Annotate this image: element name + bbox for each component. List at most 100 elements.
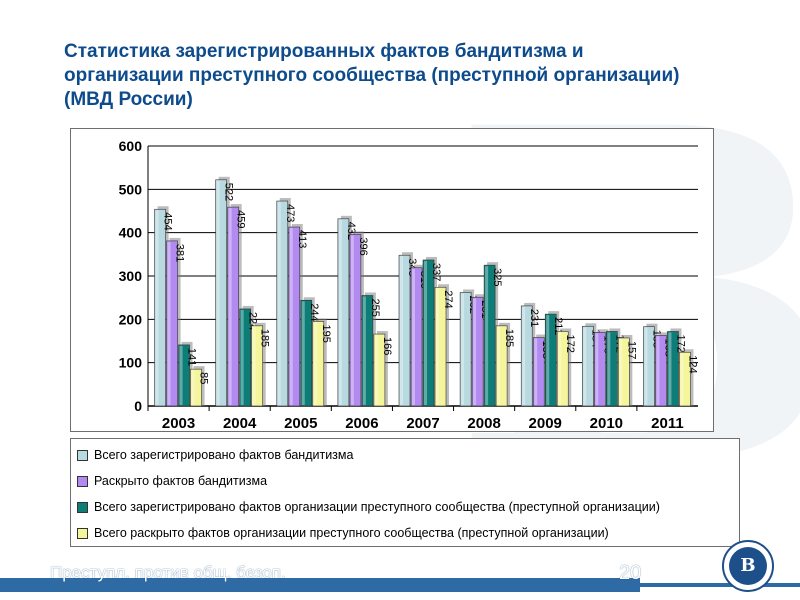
bar <box>215 179 227 407</box>
legend-item: Всего зарегистрировано фактов бандитизма <box>77 445 353 465</box>
bar-highlight <box>534 338 538 405</box>
bar <box>154 208 166 407</box>
x-tick-label: 2005 <box>284 415 317 430</box>
data-label: 185 <box>259 329 271 347</box>
bar-highlight <box>583 327 587 405</box>
bar <box>679 351 691 407</box>
bar <box>544 313 557 407</box>
y-tick-label: 100 <box>119 355 143 371</box>
bar <box>166 240 178 407</box>
logo-glyph: В <box>740 555 756 576</box>
bar-highlight <box>338 219 342 405</box>
y-tick-label: 400 <box>119 225 143 241</box>
bar-highlight <box>644 327 648 405</box>
y-tick-label: 300 <box>119 268 143 284</box>
legend-label: Всего раскрыто фактов организации престу… <box>94 526 609 540</box>
data-label: 325 <box>491 268 503 286</box>
bar <box>190 368 202 407</box>
data-label: 141 <box>186 348 198 366</box>
x-tick-label: 2010 <box>590 415 623 430</box>
bar-highlight <box>497 326 501 405</box>
bar-highlight <box>289 228 293 405</box>
bar-highlight <box>424 260 427 405</box>
bar <box>178 344 190 407</box>
logo-inner: В <box>729 547 767 585</box>
y-tick-label: 0 <box>134 398 142 414</box>
legend-swatch <box>77 449 88 461</box>
x-tick-label: 2007 <box>406 415 439 430</box>
footer-caption: Преступл. против общ. безоп. <box>50 563 286 582</box>
bar-highlight <box>461 293 465 405</box>
data-label: 337 <box>430 263 442 281</box>
data-label: 522 <box>223 183 235 201</box>
bar-highlight <box>485 266 489 405</box>
data-label: 172 <box>564 334 576 352</box>
y-tick-label: 500 <box>119 181 143 197</box>
bar-highlight <box>374 335 378 405</box>
bar <box>594 332 606 407</box>
bar <box>532 337 545 407</box>
legend-label: Раскрыто фактов бандитизма <box>94 474 268 488</box>
data-label: 459 <box>235 210 247 228</box>
bar <box>288 226 301 407</box>
bar <box>337 218 350 407</box>
bar <box>556 331 569 407</box>
legend-item: Раскрыто фактов бандитизма <box>77 471 267 491</box>
bar-highlight <box>619 338 623 405</box>
hse-logo-icon: В <box>722 540 774 592</box>
bar-highlight <box>400 256 403 405</box>
bar <box>459 292 472 407</box>
data-label: 85 <box>198 372 210 384</box>
bar <box>410 267 423 407</box>
data-label: 255 <box>369 299 381 317</box>
bar-highlight <box>436 288 439 405</box>
bar <box>471 296 484 407</box>
bar-highlight <box>228 208 232 405</box>
bar-highlight <box>656 336 660 405</box>
bar <box>361 295 374 407</box>
bar-highlight <box>179 345 183 405</box>
footer-bar <box>0 570 800 600</box>
legend-item: Всего зарегистрировано фактов организаци… <box>77 497 660 517</box>
x-tick-label: 2003 <box>162 415 195 430</box>
bar <box>655 335 667 407</box>
data-label: 454 <box>162 212 174 230</box>
data-label: 274 <box>442 290 454 308</box>
legend-swatch <box>77 475 88 487</box>
legend-label: Всего зарегистрировано фактов бандитизма <box>94 448 354 462</box>
data-label: 185 <box>503 329 515 347</box>
bar-highlight <box>607 332 611 405</box>
bar-highlight <box>252 326 256 405</box>
bar <box>582 325 594 407</box>
x-tick-label: 2011 <box>651 415 684 430</box>
legend-label: Всего зарегистрировано фактов организаци… <box>94 500 660 514</box>
bar-highlight <box>412 268 415 405</box>
data-label: 413 <box>296 230 308 248</box>
data-label: 381 <box>174 244 186 262</box>
bar-highlight <box>216 180 220 405</box>
x-tick-label: 2008 <box>467 415 500 430</box>
bar-highlight <box>546 315 550 405</box>
chart-legend: Всего зарегистрировано фактов бандитизма… <box>70 438 740 547</box>
legend-swatch <box>77 527 88 539</box>
footer-band-thin <box>640 583 800 587</box>
bar <box>434 286 447 407</box>
bar <box>300 299 313 407</box>
bar-highlight <box>277 202 281 405</box>
page-number: 20 <box>619 562 642 584</box>
data-label: 166 <box>381 337 393 355</box>
bar <box>239 308 251 407</box>
x-tick-label: 2006 <box>345 415 378 430</box>
bar-highlight <box>240 309 244 405</box>
data-label: 396 <box>357 237 369 255</box>
bar-highlight <box>301 301 305 405</box>
bar-highlight <box>680 353 684 405</box>
bar-highlight <box>350 235 354 405</box>
bar <box>227 206 239 407</box>
bar <box>483 264 496 407</box>
x-tick-label: 2004 <box>223 415 257 430</box>
bar <box>349 234 362 407</box>
bar <box>398 254 411 407</box>
bar-highlight <box>558 332 562 405</box>
